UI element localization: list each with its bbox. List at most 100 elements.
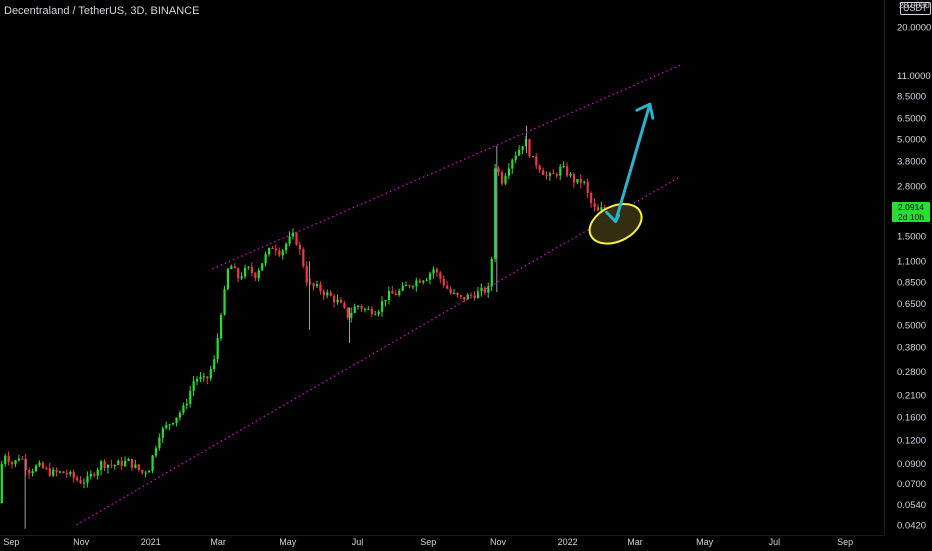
candle-body xyxy=(387,291,391,301)
x-tick-label: Nov xyxy=(73,537,90,547)
candle-body xyxy=(566,166,569,176)
candle-body xyxy=(422,280,425,283)
candle-body xyxy=(398,290,401,296)
candle-body xyxy=(261,263,264,271)
candle-body xyxy=(271,248,274,250)
candle-body xyxy=(363,308,367,310)
x-tick-label: May xyxy=(279,537,297,547)
candle-body xyxy=(480,287,483,292)
candle-body xyxy=(117,460,120,466)
candle-body xyxy=(483,287,487,293)
candle-body xyxy=(199,376,202,379)
currency-unit-badge[interactable]: USDT xyxy=(900,2,931,15)
candle-body xyxy=(134,464,137,468)
candle-body xyxy=(559,166,562,176)
candle-body xyxy=(100,461,103,470)
support-ellipse xyxy=(588,202,643,245)
candle-body xyxy=(233,266,236,269)
y-tick-label: 0.6500 xyxy=(897,299,926,310)
candle-body xyxy=(48,468,51,476)
chart-title: Decentraland / TetherUS, 3D, BINANCE xyxy=(4,5,200,17)
candle-body xyxy=(10,462,14,465)
candle-body xyxy=(216,338,219,360)
candle-body xyxy=(418,280,421,283)
candle-body xyxy=(52,469,55,476)
candle-body xyxy=(223,289,226,315)
candle-body xyxy=(103,461,106,468)
candle-body xyxy=(38,462,41,466)
candle-body xyxy=(196,378,199,382)
candle-body xyxy=(367,308,370,310)
y-tick-label: 20.0000 xyxy=(897,23,931,34)
x-tick-label: May xyxy=(696,537,714,547)
y-tick-label: 3.8000 xyxy=(897,157,926,168)
candle-body xyxy=(274,248,278,251)
candle-body xyxy=(405,285,408,287)
candle-body xyxy=(14,460,17,465)
candle-body xyxy=(572,174,576,183)
x-tick-label: 2021 xyxy=(141,537,161,547)
y-tick-label: 0.1600 xyxy=(897,412,926,423)
candle-body xyxy=(113,465,116,467)
target-arrow-line xyxy=(614,102,652,223)
candle-body xyxy=(82,482,86,484)
candle-body xyxy=(562,166,565,168)
candle-body xyxy=(45,468,48,470)
candle-body xyxy=(76,477,79,481)
candle-body xyxy=(178,412,182,418)
price-axis-panel[interactable] xyxy=(884,0,932,535)
candle-body xyxy=(449,288,452,294)
candle-body xyxy=(137,464,140,470)
candle-body xyxy=(487,286,490,293)
candle-body xyxy=(291,232,295,237)
candle-body xyxy=(374,314,377,316)
candle-body xyxy=(243,267,247,277)
candle-body xyxy=(264,254,267,264)
candle-body xyxy=(339,299,343,303)
candle-body xyxy=(442,278,445,286)
candles xyxy=(0,125,606,529)
candle-body xyxy=(185,403,188,406)
time-axis-panel[interactable] xyxy=(0,535,884,551)
candle-body xyxy=(154,448,158,456)
candle-body xyxy=(322,291,325,296)
x-tick-label: Mar xyxy=(210,537,226,547)
last-price-value: 2.0914 xyxy=(898,202,924,212)
candle-body xyxy=(144,472,147,474)
candle-body xyxy=(459,295,463,297)
candle-body xyxy=(130,458,134,468)
y-tick-label: 0.2100 xyxy=(897,390,926,401)
candle-body xyxy=(237,268,240,279)
candle-body xyxy=(309,282,312,284)
candle-body xyxy=(72,472,75,478)
candle-body xyxy=(55,469,58,472)
candle-body xyxy=(435,269,439,273)
candle-body xyxy=(401,285,404,291)
candle-body xyxy=(69,472,72,475)
candle-body xyxy=(579,178,582,183)
candle-body xyxy=(151,455,154,471)
candle-body xyxy=(343,302,346,308)
y-tick-label: 1.5000 xyxy=(897,232,926,243)
candle-body xyxy=(206,376,209,379)
candle-body xyxy=(7,456,10,463)
candle-body xyxy=(408,285,411,287)
candle-body xyxy=(555,174,558,176)
candle-body xyxy=(295,232,298,245)
y-tick-label: 0.1200 xyxy=(897,436,926,447)
x-tick-label: Sep xyxy=(837,537,853,547)
candle-body xyxy=(494,168,497,259)
candle-body xyxy=(350,312,353,318)
y-axis[interactable]: 20.0000 11.0000 8.5000 6.5000 5.0000 3.8000 2.… xyxy=(897,0,931,531)
candle-body xyxy=(511,159,514,169)
bounce-arrow-tail xyxy=(605,210,621,223)
candle-body xyxy=(240,276,243,279)
candle-body xyxy=(315,284,319,287)
x-tick-label: Jul xyxy=(352,537,364,547)
candle-body xyxy=(24,458,27,470)
x-axis[interactable]: Sep Nov 2021 Mar May Jul Sep Nov 2022 Mar May Jul Se… xyxy=(3,537,853,547)
candle-body xyxy=(394,293,397,296)
x-tick-label: Mar xyxy=(627,537,643,547)
candle-body xyxy=(158,437,161,449)
